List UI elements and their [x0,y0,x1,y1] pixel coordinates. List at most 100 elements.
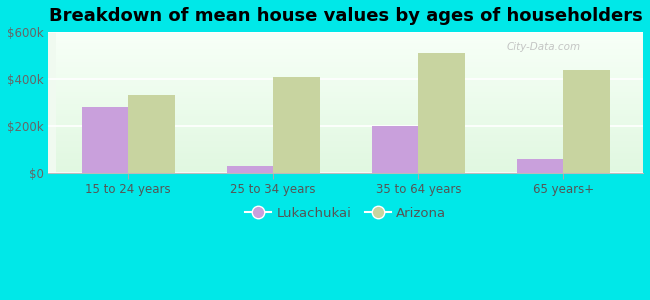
Bar [56,33,650,34]
Bar [56,70,650,71]
Bar [56,94,650,95]
Bar [56,171,650,172]
Bar [56,124,650,125]
Bar [56,53,650,54]
Bar [56,135,650,136]
Bar [56,99,650,100]
Bar [82,107,128,172]
Bar [56,106,650,107]
Bar [56,154,650,155]
Bar [56,118,650,119]
Bar [56,115,650,116]
Bar [56,54,650,55]
Bar [56,80,650,81]
Bar [418,53,465,172]
Bar [56,82,650,83]
Bar [56,110,650,111]
Bar [56,107,650,108]
Bar [56,58,650,59]
Bar [56,78,650,79]
Bar [56,168,650,169]
Bar [56,137,650,138]
Bar [56,56,650,57]
Bar [56,34,650,35]
Bar [56,170,650,171]
Bar [56,62,650,63]
Bar [128,95,175,172]
Bar [56,152,650,153]
Bar [56,50,650,51]
Bar [56,36,650,37]
Bar [56,146,650,147]
Bar [56,155,650,156]
Bar [56,158,650,159]
Bar [56,161,650,162]
Bar [56,47,650,48]
Bar [56,52,650,53]
Bar [56,123,650,124]
Bar [56,89,650,90]
Bar [56,51,650,52]
Bar [372,126,418,172]
Bar [56,100,650,101]
Bar [56,101,650,102]
Bar [56,85,650,86]
Bar [56,143,650,144]
Bar [56,92,650,93]
Bar [56,86,650,87]
Bar [56,60,650,61]
Bar [56,104,650,105]
Bar [56,102,650,103]
Bar [56,87,650,88]
Bar [56,59,650,60]
Bar [56,142,650,143]
Bar [56,134,650,135]
Bar [56,57,650,58]
Bar [56,40,650,41]
Bar [56,117,650,118]
Bar [56,46,650,47]
Bar [56,153,650,154]
Bar [56,97,650,98]
Bar [56,98,650,99]
Bar [56,126,650,127]
Bar [56,61,650,62]
Bar [56,165,650,166]
Bar [56,120,650,121]
Bar [56,39,650,40]
Bar [56,121,650,122]
Bar [56,63,650,64]
Bar [56,77,650,78]
Bar [564,70,610,172]
Bar [56,166,650,167]
Bar [56,37,650,38]
Bar [56,40,650,41]
Bar [56,109,650,110]
Bar [56,141,650,142]
Bar [56,32,650,33]
Bar [56,93,650,94]
Bar [56,67,650,68]
Bar [56,81,650,82]
Bar [56,83,650,84]
Bar [56,69,650,70]
Bar [56,48,650,49]
Bar [56,149,650,150]
Bar [517,159,564,172]
Bar [56,95,650,96]
Bar [56,108,650,109]
Bar [56,167,650,168]
Bar [56,112,650,113]
Bar [56,103,650,104]
Bar [56,122,650,123]
Bar [56,147,650,148]
Bar [56,105,650,106]
Bar [56,72,650,73]
Bar [56,65,650,66]
Bar [56,35,650,36]
Bar [56,157,650,158]
Bar [56,64,650,65]
Bar [56,114,650,115]
Bar [56,139,650,140]
Bar [56,43,650,44]
